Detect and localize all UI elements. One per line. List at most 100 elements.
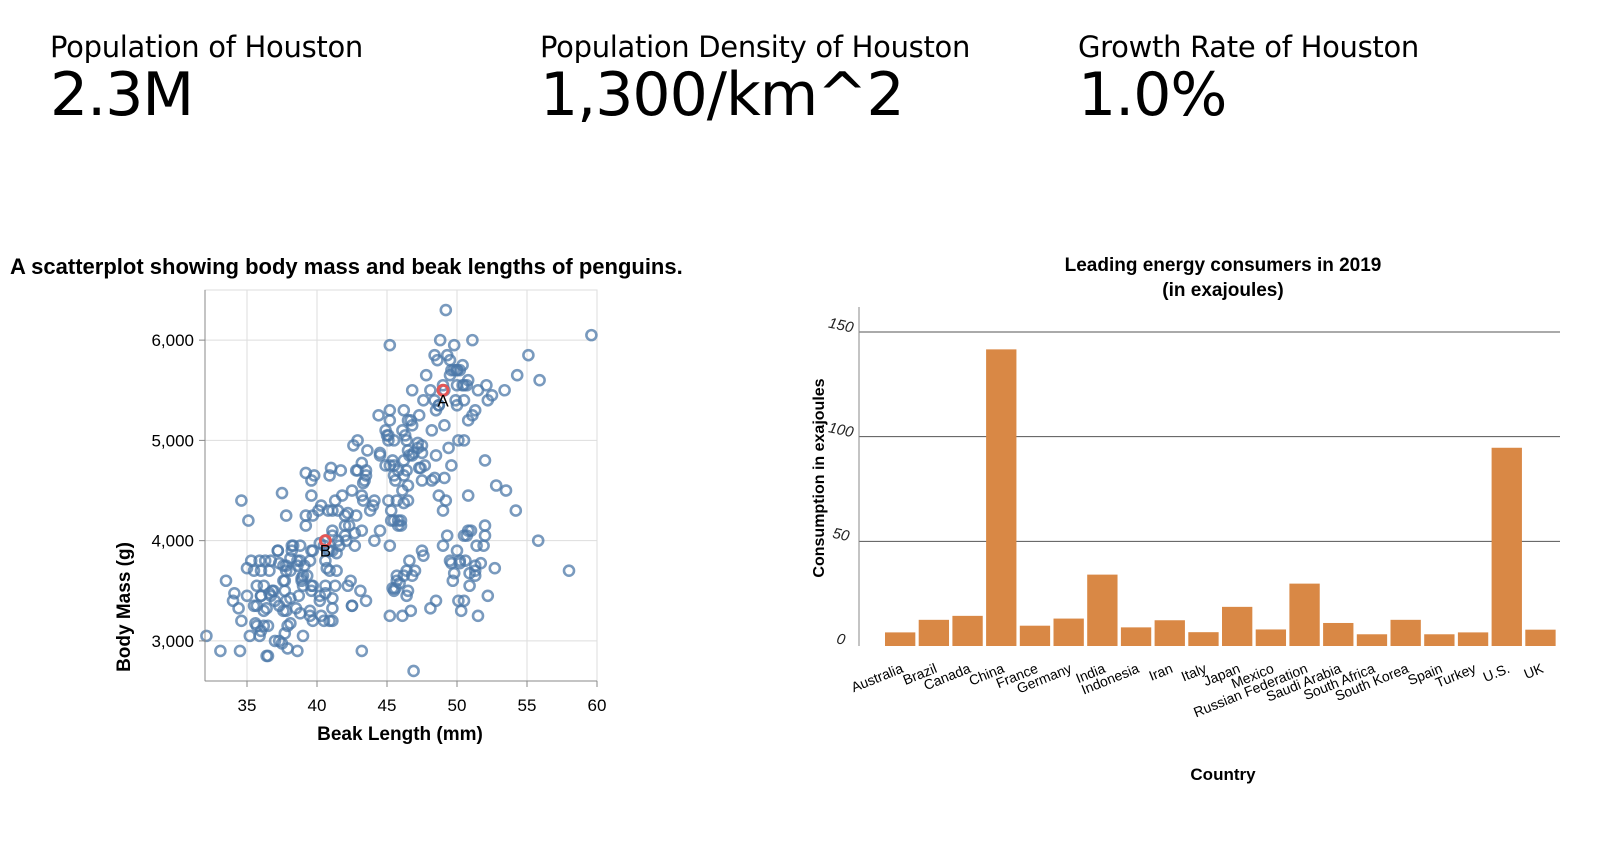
bar [1323,622,1354,646]
bar-grid [859,331,1560,542]
bar [986,349,1017,646]
data-point [446,574,460,588]
x-tick-label: 55 [518,696,537,715]
data-point [243,629,257,643]
data-point [372,409,385,422]
scatter-chart: A scatterplot showing body mass and beak… [10,254,683,745]
data-point [391,514,405,527]
data-point [319,586,332,600]
data-point [323,564,336,578]
kpi-population: Population of Houston 2.3M [50,30,363,127]
data-point [456,358,469,372]
data-point [323,469,336,482]
data-point [306,614,320,628]
x-tick-label: Iran [1147,660,1175,684]
data-point [235,494,248,507]
data-point [250,599,264,613]
data-point [306,579,320,593]
data-point [272,634,286,648]
data-point [348,539,362,552]
data-point [445,556,458,570]
data-point [331,504,345,517]
data-point [397,496,411,510]
kpi-label: Population Density of Houston [540,30,971,64]
data-point [305,489,318,502]
data-point [425,424,439,437]
data-point [471,383,485,397]
data-point [585,328,598,342]
data-point [361,444,374,457]
highlighted-point [318,534,332,548]
data-point [531,534,545,547]
kpi-value: 2.3M [50,60,194,130]
data-point [254,564,268,578]
data-point [424,602,437,615]
data-point [463,579,476,593]
data-point [200,629,213,643]
bar [1424,634,1455,646]
data-point [258,554,272,567]
data-point [405,449,419,462]
bar-subtitle: (in exajoules) [1162,280,1283,301]
data-point [404,604,418,618]
data-point [429,404,443,417]
data-point [411,436,425,450]
x-tick-label: Australia [849,660,906,695]
x-tick-label: 45 [378,696,397,715]
data-point [219,574,233,588]
kpi-growth: Growth Rate of Houston 1.0% [1078,30,1419,127]
data-point [320,561,334,575]
data-point [478,519,492,532]
data-point [443,353,457,367]
data-point [439,303,453,317]
data-point [401,414,415,427]
scatter-title: A scatterplot showing body mass and beak… [10,254,683,279]
data-point [454,604,468,618]
data-point [489,479,503,492]
data-point [463,566,476,580]
data-point [403,554,416,567]
data-point [228,586,241,600]
x-tick-label: 40 [308,696,327,715]
kpi-value: 1,300/km^2 [540,60,905,130]
data-point [433,333,447,347]
data-point [452,434,465,447]
bar-axes: 050100150AustraliaBrazilCanadaChinaFranc… [827,307,1546,720]
bar [918,619,950,646]
data-point [405,383,419,397]
bar [1525,629,1556,646]
x-tick-label: 35 [238,696,257,715]
data-point [354,584,367,598]
data-point [272,556,286,570]
data-point [478,529,492,542]
data-point [383,404,397,417]
bar-x-axis-title: Country [1190,765,1256,784]
data-point [431,353,444,367]
data-point [275,486,289,500]
y-tick-label: 4,000 [151,532,194,551]
data-point [452,594,465,608]
data-point [481,393,495,407]
bar-chart: Leading energy consumers in 2019 (in exa… [811,255,1560,784]
y-tick-label: 3,000 [151,632,194,651]
data-point [281,619,294,633]
data-point [359,594,373,608]
data-point [457,434,471,447]
data-point [499,484,513,497]
data-point [334,464,348,477]
bar [952,615,983,646]
bar [1222,606,1253,646]
data-point [305,544,318,557]
bar [1087,574,1118,646]
data-point [284,591,297,605]
data-point [305,474,318,487]
data-point [387,434,401,447]
data-point [347,439,360,452]
data-point [412,461,426,475]
data-point [438,419,451,432]
data-point [390,494,404,507]
highlighted-point [436,383,450,397]
data-point [285,544,299,557]
data-point [319,554,332,567]
y-tick-label: 6,000 [151,331,194,350]
